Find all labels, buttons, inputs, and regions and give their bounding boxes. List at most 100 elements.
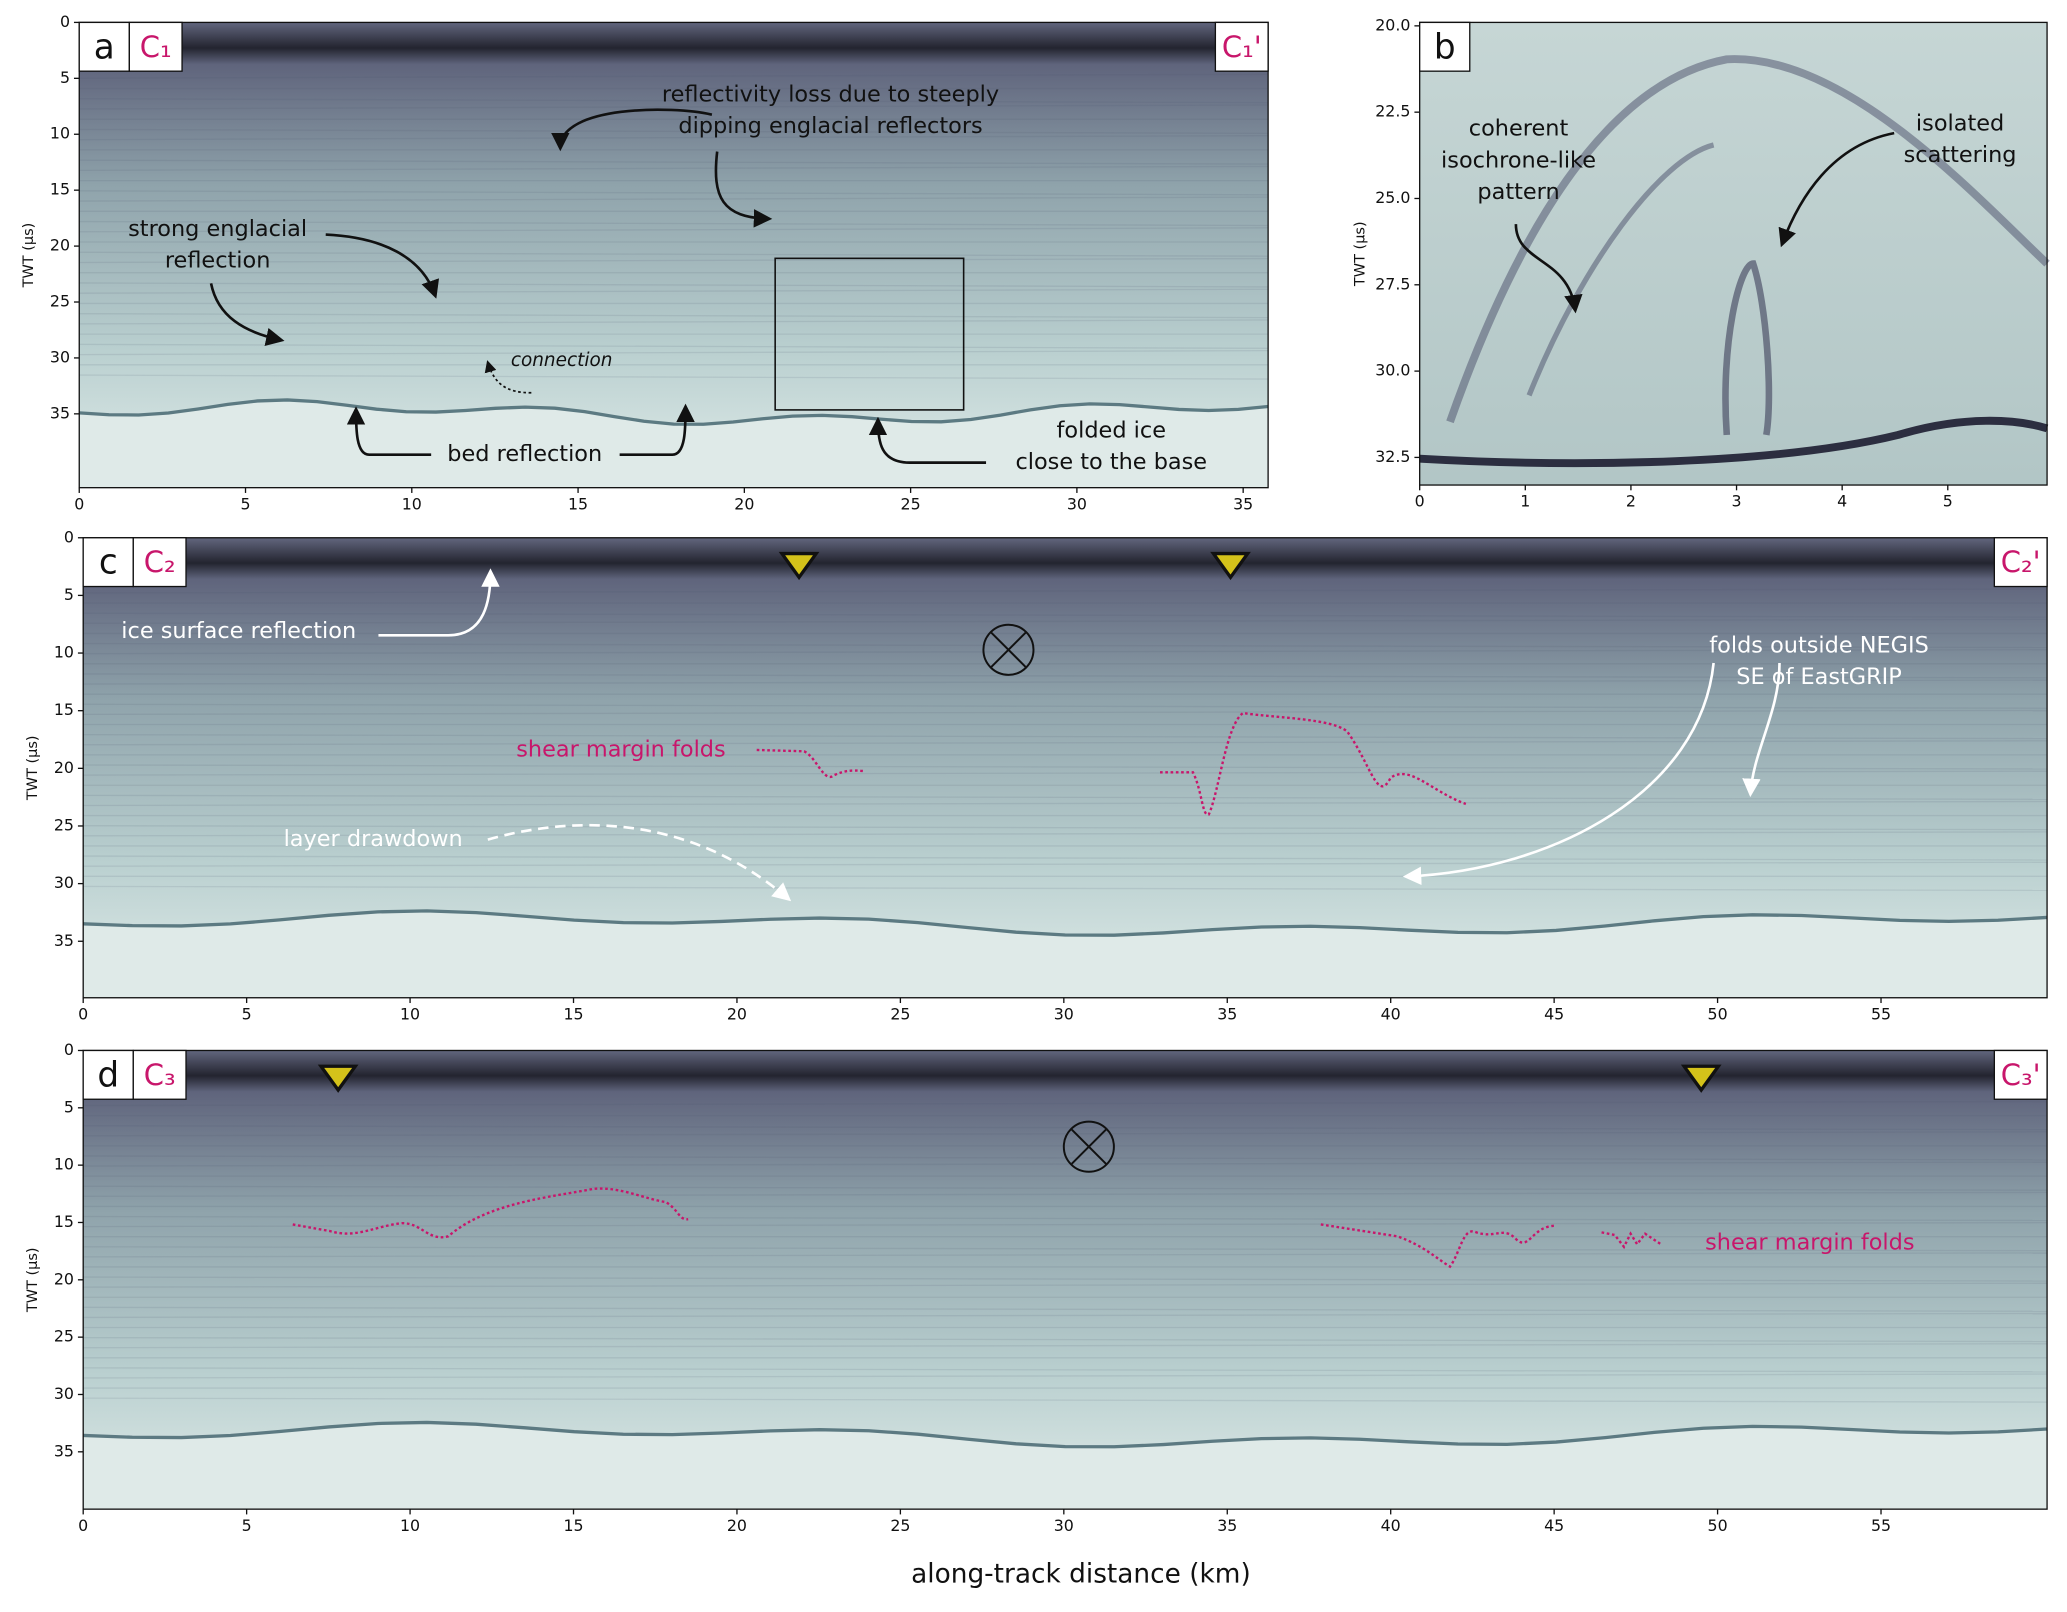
internal-layer bbox=[79, 104, 1269, 110]
y-tick-label: 22.5 bbox=[1375, 102, 1410, 121]
x-tick-label: 2 bbox=[1626, 492, 1636, 511]
internal-layer bbox=[83, 1252, 2048, 1258]
y-tick-label: 30 bbox=[54, 1384, 74, 1403]
x-tick-label: 5 bbox=[240, 494, 250, 513]
profile-marker bbox=[317, 1064, 359, 1093]
internal-layer bbox=[83, 1155, 2048, 1161]
profile-start: C₃ bbox=[144, 1058, 176, 1092]
internal-layer bbox=[83, 831, 2048, 837]
basal-ice bbox=[83, 1422, 2048, 1510]
internal-layer bbox=[79, 313, 1269, 319]
annotation: isolated bbox=[1916, 110, 2004, 136]
zoom-box bbox=[774, 257, 965, 411]
y-tick-label: 15 bbox=[54, 1212, 74, 1231]
x-tick-label: 0 bbox=[1415, 492, 1425, 511]
x-tick-label: 25 bbox=[890, 1004, 910, 1023]
y-tick-label: 0 bbox=[60, 12, 70, 31]
profile-end: C₃' bbox=[2001, 1058, 2041, 1092]
panel: 0 1 2 3 4 5 20.0 22.5 25.0 27.5 30.0 32.5 TWT (µs) b c… bbox=[1352, 15, 2050, 511]
profile-tag-box bbox=[132, 1049, 187, 1100]
x-tick-label: 35 bbox=[1217, 1004, 1237, 1023]
profile-tag-box bbox=[128, 21, 183, 72]
x-tick-label: 40 bbox=[1381, 1516, 1401, 1535]
plot-frame bbox=[78, 21, 1269, 489]
fold-trace bbox=[1601, 1231, 1662, 1250]
annotation-arrow bbox=[346, 406, 432, 457]
annotation: dipping englacial reflectors bbox=[678, 113, 982, 139]
internal-layer bbox=[83, 1397, 2048, 1403]
bed-line bbox=[83, 1421, 2048, 1449]
annotation: connection bbox=[511, 350, 613, 371]
y-tick-label: 5 bbox=[64, 1097, 74, 1116]
y-tick-label: 32.5 bbox=[1375, 447, 1410, 466]
annotation-arrow bbox=[868, 416, 987, 464]
annotation: reflection bbox=[165, 247, 271, 273]
y-tick-label: 20 bbox=[54, 758, 74, 777]
annotation-arrow bbox=[487, 823, 792, 902]
y-tick-label: 20 bbox=[50, 236, 70, 255]
y-axis-label: TWT (µs) bbox=[1352, 221, 1368, 287]
y-tick-label: 15 bbox=[54, 700, 74, 719]
internal-layer bbox=[79, 165, 1269, 172]
y-tick-label: 5 bbox=[64, 585, 74, 604]
flow-direction-cross bbox=[1071, 1128, 1107, 1165]
internal-layer bbox=[79, 257, 1269, 264]
panel-letter: a bbox=[94, 27, 115, 67]
annotation: shear margin folds bbox=[516, 736, 725, 762]
x-tick-label: 45 bbox=[1544, 1004, 1564, 1023]
profile-start: C₂ bbox=[144, 545, 176, 579]
bed-reflection bbox=[1419, 416, 2049, 468]
annotation-arrow bbox=[714, 151, 773, 228]
annotation-arrow bbox=[1778, 131, 1895, 248]
x-tick-label: 3 bbox=[1732, 492, 1742, 511]
internal-layer bbox=[83, 1221, 2048, 1228]
internal-layer bbox=[79, 251, 1269, 257]
bed-line bbox=[79, 398, 1269, 426]
internal-layer bbox=[83, 800, 2048, 807]
annotation: shear margin folds bbox=[1705, 1229, 1914, 1255]
internal-layer bbox=[83, 770, 2048, 776]
internal-layer bbox=[83, 1343, 2048, 1349]
panel-letter: d bbox=[97, 1055, 119, 1095]
internal-layer bbox=[83, 1367, 2048, 1373]
flow-direction-symbol bbox=[982, 623, 1035, 676]
y-tick-label: 30 bbox=[54, 873, 74, 892]
internal-layer bbox=[79, 319, 1269, 325]
profile-end: C₁' bbox=[1222, 30, 1262, 64]
internal-layer bbox=[79, 73, 1269, 79]
profile-marker bbox=[1680, 1064, 1722, 1093]
internal-layer bbox=[83, 1373, 2048, 1379]
internal-layer bbox=[79, 98, 1269, 104]
internal-layer bbox=[83, 679, 2048, 685]
annotation: isochrone-like bbox=[1441, 147, 1596, 173]
y-tick-label: 25.0 bbox=[1375, 188, 1410, 207]
annotation: bed reflection bbox=[447, 441, 602, 467]
flow-direction-symbol bbox=[1062, 1120, 1115, 1173]
internal-layer bbox=[83, 825, 2048, 831]
x-tick-label: 50 bbox=[1708, 1516, 1728, 1535]
panel: 0 5 10 15 20 25 30 35 40 45 50 55 0 5 10 15 20 25 30 35 TWT … bbox=[25, 1040, 2048, 1535]
x-tick-label: 20 bbox=[727, 1004, 747, 1023]
y-axis-label: TWT (µs) bbox=[21, 223, 37, 289]
y-tick-label: 30.0 bbox=[1375, 361, 1410, 380]
internal-layer bbox=[83, 855, 2048, 861]
annotation-arrow bbox=[1514, 224, 1583, 314]
annotation: folds outside NEGIS bbox=[1709, 632, 1929, 658]
internal-layer bbox=[83, 1191, 2048, 1197]
bed-line bbox=[83, 909, 2048, 937]
plot-frame bbox=[1419, 21, 2048, 486]
fold-structure bbox=[1722, 260, 1773, 436]
internal-layer bbox=[83, 588, 2048, 594]
internal-layer bbox=[83, 1336, 2048, 1343]
x-tick-label: 15 bbox=[563, 1004, 583, 1023]
x-tick-label: 40 bbox=[1381, 1004, 1401, 1023]
x-tick-label: 5 bbox=[242, 1004, 252, 1023]
panel-letter-box bbox=[1419, 21, 1471, 72]
annotation: strong englacial bbox=[128, 216, 307, 242]
internal-layer bbox=[83, 649, 2048, 655]
profile-tag-box bbox=[1993, 1049, 2048, 1100]
internal-layer bbox=[79, 190, 1269, 196]
internal-layer bbox=[83, 885, 2048, 892]
x-tick-label: 10 bbox=[400, 1004, 420, 1023]
x-tick-label: 30 bbox=[1054, 1004, 1074, 1023]
